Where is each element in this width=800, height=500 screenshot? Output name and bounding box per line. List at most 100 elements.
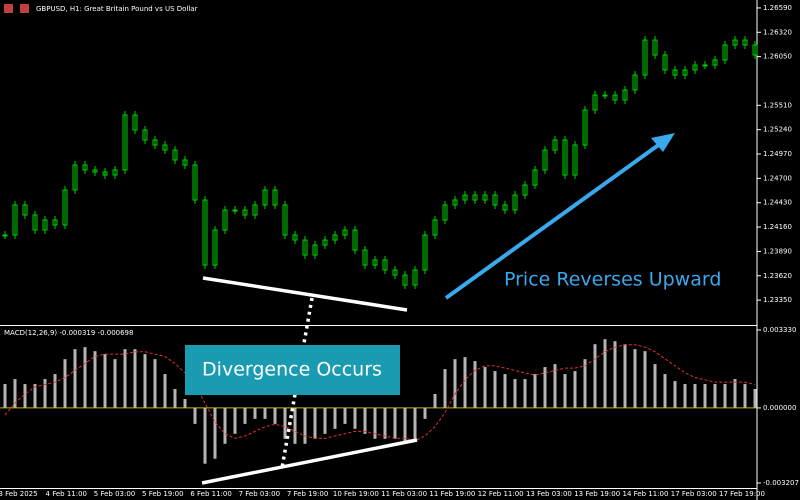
price-body: [412, 269, 418, 286]
macd-bar: [183, 398, 187, 408]
price-body: [642, 39, 648, 76]
macd-bar: [753, 388, 757, 408]
macd-bar: [203, 407, 207, 464]
x-tick-label: 17 Feb 19:00: [719, 490, 765, 498]
macd-bar: [733, 379, 737, 408]
price-body: [102, 171, 108, 176]
price-body: [492, 194, 498, 206]
price-body: [132, 114, 138, 131]
price-body: [222, 209, 228, 231]
macd-bar: [583, 359, 587, 408]
macd-bar: [373, 407, 377, 439]
price-body: [622, 89, 628, 101]
price-body: [32, 214, 38, 231]
macd-trendline: [201, 438, 418, 485]
y-tick-label: 1.23350: [763, 296, 792, 304]
x-tick-label: 3 Feb 2025: [0, 490, 38, 498]
macd-bar: [743, 384, 747, 408]
macd-bar: [153, 359, 157, 408]
macd-bar: [103, 354, 107, 408]
price-body: [262, 189, 268, 206]
price-body: [142, 129, 148, 141]
price-body: [532, 169, 538, 186]
y-tick-label: 1.24430: [763, 199, 792, 207]
macd-bar: [63, 359, 67, 408]
macd-bar: [523, 379, 527, 408]
price-body: [362, 249, 368, 266]
price-body: [732, 39, 738, 46]
signal-line: [4, 344, 756, 442]
macd-bar: [243, 407, 247, 424]
macd-bar: [263, 407, 267, 419]
indicator-label: MACD(12,26,9) -0.000319 -0.000698: [4, 329, 133, 337]
macd-bar: [393, 407, 397, 439]
x-tick-label: 5 Feb 19:00: [142, 490, 183, 498]
macd-bar: [43, 379, 47, 408]
macd-bar: [83, 347, 87, 408]
macd-bar: [433, 393, 437, 408]
price-body: [712, 59, 718, 66]
macd-bar: [33, 384, 37, 408]
macd-bar: [363, 407, 367, 434]
price-body: [482, 194, 488, 201]
x-tick-label: 13 Feb 03:00: [526, 490, 572, 498]
x-tick-label: 10 Feb 19:00: [333, 490, 379, 498]
price-body: [72, 164, 78, 191]
price-body: [252, 204, 258, 216]
price-body: [472, 194, 478, 201]
macd-bar: [613, 341, 617, 408]
price-body: [442, 204, 448, 221]
price-body: [572, 144, 578, 176]
x-tick-label: 7 Feb 03:00: [239, 490, 280, 498]
macd-bar: [563, 374, 567, 408]
price-body: [722, 44, 728, 61]
y-tick-label: 1.26050: [763, 53, 792, 61]
macd-bar: [303, 407, 307, 444]
macd-bar: [23, 384, 27, 408]
macd-bar: [123, 349, 127, 408]
price-body: [392, 269, 398, 276]
macd-bar: [253, 407, 257, 419]
macd-bar: [633, 349, 637, 408]
price-body: [22, 204, 28, 216]
price-body: [652, 39, 658, 56]
price-body: [312, 244, 318, 256]
macd-bar: [223, 407, 227, 444]
macd-bar: [573, 371, 577, 408]
price-body: [512, 194, 518, 211]
price-body: [212, 229, 218, 266]
macd-bar: [683, 384, 687, 408]
price-body: [182, 159, 188, 166]
x-tick-label: 12 Feb 11:00: [478, 490, 524, 498]
price-body: [742, 39, 748, 46]
price-body: [352, 229, 358, 251]
macd-bar: [643, 351, 647, 408]
macd-bar: [283, 407, 287, 439]
price-body: [2, 234, 8, 237]
macd-bar: [333, 407, 337, 429]
macd-bar: [143, 354, 147, 408]
macd-bar: [513, 379, 517, 408]
price-body: [402, 274, 408, 286]
price-body: [202, 199, 208, 266]
macd-bar: [163, 374, 167, 408]
x-tick-label: 14 Feb 11:00: [622, 490, 668, 498]
price-body: [582, 109, 588, 146]
price-body: [92, 169, 98, 173]
price-body: [702, 64, 708, 67]
x-tick-label: 6 Feb 11:00: [190, 490, 231, 498]
price-body: [522, 184, 528, 196]
macd-bar: [323, 407, 327, 434]
price-body: [432, 219, 438, 236]
price-body: [372, 259, 378, 266]
macd-bar: [703, 384, 707, 408]
macd-bar: [423, 407, 427, 419]
price-body: [462, 194, 468, 201]
macd-bar: [543, 367, 547, 408]
macd-bar: [493, 371, 497, 408]
y-tick-label: 1.25240: [763, 126, 792, 134]
macd-bar: [533, 374, 537, 408]
price-body: [42, 219, 48, 231]
macd-bar: [503, 374, 507, 408]
macd-bar: [473, 361, 477, 408]
